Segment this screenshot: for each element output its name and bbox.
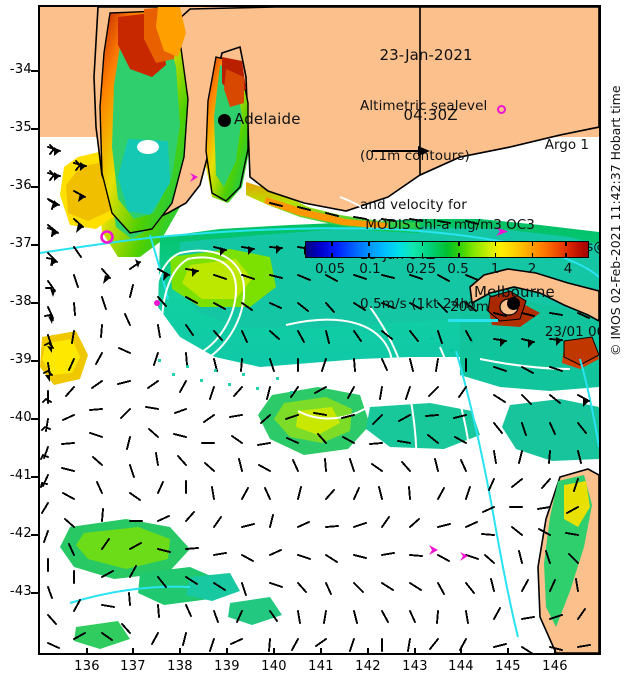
x-tick-label-6: 142 xyxy=(355,659,381,674)
x-tick-label-2: 138 xyxy=(167,659,193,674)
x-tick-label-8: 144 xyxy=(448,659,474,674)
description-line-3: and velocity for xyxy=(360,197,467,213)
y-tick-label-1: -35 xyxy=(9,120,32,135)
map-time: 04:30Z xyxy=(403,106,458,124)
colorbar: MODIS Chl-a mg/m3 OC3 0.05 0.1 0.25 0.5 … xyxy=(305,217,595,279)
argo-circle-icon xyxy=(497,105,506,114)
y-tick-label-0: -34 xyxy=(9,62,32,77)
x-tick-label-5: 141 xyxy=(308,659,334,674)
adelaide-city-label: Adelaide xyxy=(234,110,301,128)
map-datetime: 23-Jan-2021 04:30Z xyxy=(360,25,473,145)
colorbar-tick-6: 4 xyxy=(563,261,573,277)
colorbar-title: MODIS Chl-a mg/m3 OC3 xyxy=(365,217,535,233)
colorbar-tick-1: 0.1 xyxy=(359,261,381,277)
bathymetry-label: 200m xyxy=(450,299,489,315)
colorbar-tick-5: 2 xyxy=(527,261,537,277)
velocity-scale-arrow-icon xyxy=(372,146,430,156)
x-tick-label-0: 136 xyxy=(74,659,100,674)
x-tick-label-3: 139 xyxy=(214,659,240,674)
map-date: 23-Jan-2021 xyxy=(379,46,473,64)
y-tick-label-6: -40 xyxy=(9,410,32,425)
drifter-arrow-icon xyxy=(496,227,508,236)
x-tick-label-1: 137 xyxy=(120,659,146,674)
colorbar-tick-2: 0.25 xyxy=(405,261,437,277)
colorbar-tick-3: 0.5 xyxy=(447,261,469,277)
melbourne-city-dot xyxy=(507,297,520,310)
description-line-1: Altimetric sealevel xyxy=(360,98,488,114)
colorbar-tick-0: 0.05 xyxy=(314,261,346,277)
y-tick-label-5: -39 xyxy=(9,352,32,367)
argo-legend-row: Argo 1 xyxy=(495,103,599,171)
adelaide-city-dot xyxy=(218,114,231,127)
colorbar-gradient xyxy=(305,241,589,258)
y-tick-label-3: -37 xyxy=(9,236,32,251)
y-tick-label-4: -38 xyxy=(9,294,32,309)
y-tick-label-9: -43 xyxy=(9,584,32,599)
x-tick-label-9: 145 xyxy=(495,659,521,674)
x-tick-label-10: 146 xyxy=(542,659,568,674)
argo-float-marker xyxy=(100,230,114,244)
colorbar-ticklabels: 0.05 0.1 0.25 0.5 1 2 4 xyxy=(305,261,595,279)
y-tick-label-8: -42 xyxy=(9,526,32,541)
argo-legend-label: Argo 1 xyxy=(544,137,590,153)
drifter-marker xyxy=(190,173,468,561)
bathymetry-line-swatch xyxy=(448,319,498,322)
y-tick-label-7: -41 xyxy=(9,468,32,483)
map-plot-area[interactable]: 23-Jan-2021 04:30Z Altimetric sealevel (… xyxy=(38,5,601,655)
x-tick-label-4: 140 xyxy=(261,659,287,674)
description-line-5: 0.5m/s (1kt 24h) xyxy=(360,296,475,312)
colorbar-tick-4: 1 xyxy=(490,261,500,277)
drifter-legend-label-2: 23/01 06Z xyxy=(544,324,599,340)
melbourne-city-label: Melbourne xyxy=(474,283,555,301)
credit-text: © IMOS 02-Feb-2021 11:42:37 Hobart time xyxy=(608,85,623,356)
drifter-legend-row-2: 23/01 06Z xyxy=(495,307,599,358)
x-tick-label-7: 143 xyxy=(402,659,428,674)
y-tick-label-2: -36 xyxy=(9,178,32,193)
